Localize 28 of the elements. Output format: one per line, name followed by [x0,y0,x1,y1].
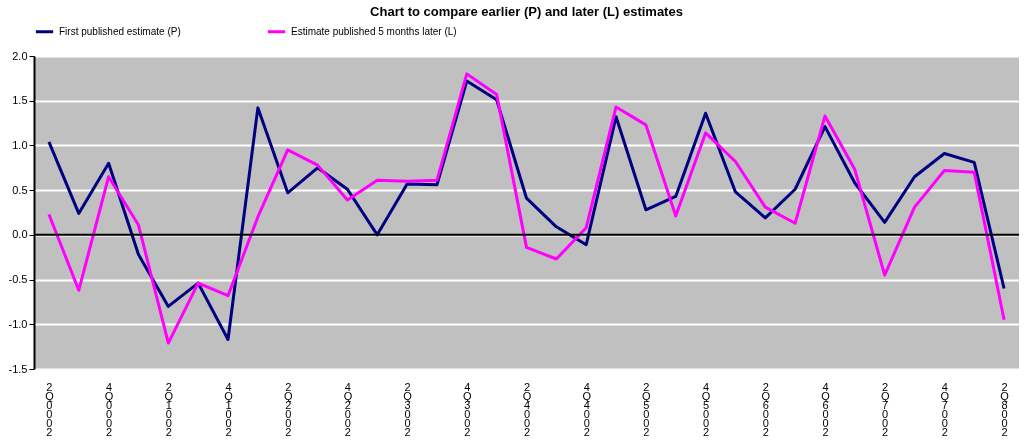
legend-label: Estimate published 5 months later (L) [291,25,457,37]
chart-title: Chart to compare earlier (P) and later (L) estimates [370,4,683,19]
y-tick-label: 1.0 [12,138,28,151]
x-tick-label: 2Q3002 [403,380,413,438]
x-tick-label: 2Q2002 [283,380,293,438]
x-tick-label: 2Q5002 [642,380,652,438]
x-tick-label: 2Q6002 [761,380,771,438]
x-tick-label: 4Q5002 [701,380,711,438]
legend-label: First published estimate (P) [59,25,181,37]
x-tick-label: 4Q0002 [104,380,114,438]
x-tick-label: 4Q1002 [224,380,234,438]
y-tick-label: 2.0 [12,49,28,62]
x-tick-label: 2Q0002 [45,380,55,438]
x-tick-label: 4Q6002 [821,380,831,438]
x-tick-label: 4Q3002 [463,380,473,438]
y-tick-label: -1.5 [8,362,28,375]
y-tick-label: 1.5 [12,94,28,107]
y-tick-label: -0.5 [8,273,28,286]
y-tick-label: 0.0 [12,228,28,241]
x-tick-label: 2Q7002 [880,380,890,438]
x-tick-label: 2Q1002 [164,380,174,438]
x-tick-label: 4Q4002 [582,380,592,438]
x-tick-label: 4Q7002 [940,380,950,438]
x-tick-label: 4Q2002 [343,380,353,438]
x-tick-label: 2Q8002 [1000,380,1010,438]
x-tick-label: 2Q4002 [522,380,532,438]
y-tick-label: 0.5 [12,183,28,196]
y-tick-label: -1.0 [8,317,28,330]
